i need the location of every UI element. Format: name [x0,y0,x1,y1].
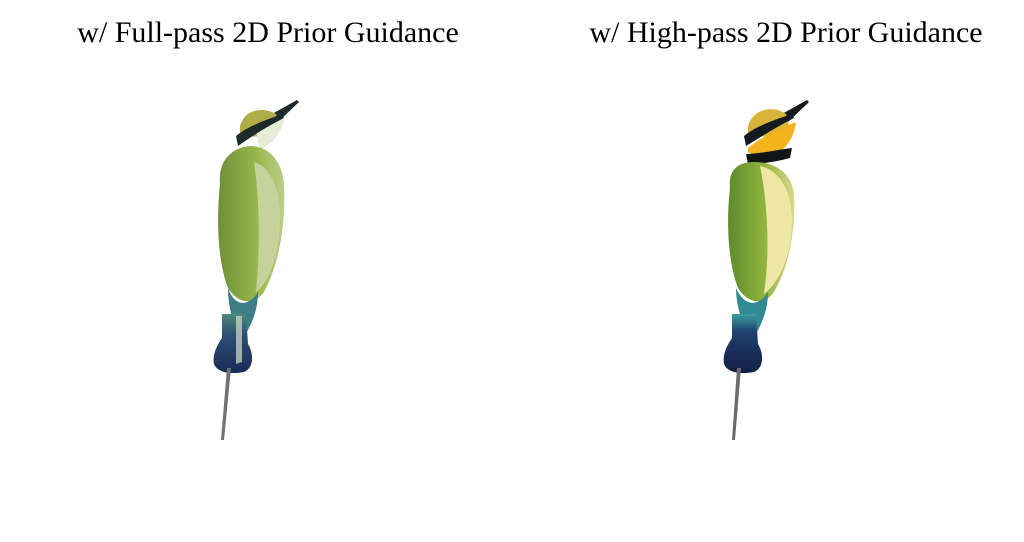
caption-full-pass: w/ Full-pass 2D Prior Guidance [77,16,459,49]
throat-band [746,148,792,164]
panel-high-pass: w/ High-pass 2D Prior Guidance [512,0,1024,542]
bird-image-full-pass [213,100,299,440]
eye-stripe [744,114,794,146]
belly [760,166,792,294]
perch-stick [732,368,741,440]
caption-high-pass: w/ High-pass 2D Prior Guidance [589,16,983,49]
tail [723,314,763,374]
tail [213,314,253,374]
throat [748,122,796,157]
belly [254,162,280,292]
perch-stick [221,368,231,440]
eye-stripe [236,114,284,146]
bird-image-high-pass [723,100,809,440]
panel-full-pass: w/ Full-pass 2D Prior Guidance [77,16,459,440]
